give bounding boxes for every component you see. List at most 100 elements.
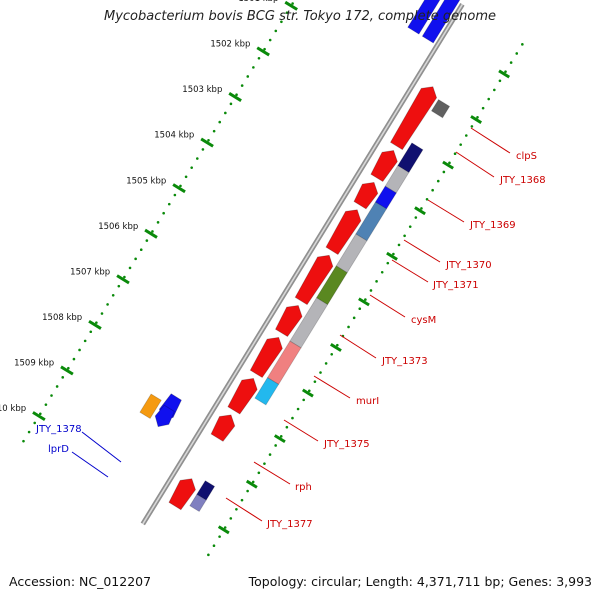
- label-layer: clpS JTY_1368 JTY_1369 JTY_1370 JTY_1371 cysM…: [35, 127, 546, 530]
- scale-dot-inner: [476, 115, 479, 119]
- scale-dot-outer: [123, 275, 126, 279]
- scale-dot-outer: [151, 230, 154, 233]
- scale-dot-outer: [274, 29, 278, 33]
- scale-dot-outer: [207, 139, 210, 142]
- gene-label: murI: [356, 396, 379, 407]
- scale-dot-outer: [179, 184, 182, 188]
- scale-dot-outer: [162, 211, 165, 215]
- scale-dot-outer: [83, 339, 87, 343]
- gene-leader-line: [470, 127, 511, 154]
- major-tick-inner: [330, 343, 342, 352]
- scale-dot-inner: [279, 435, 283, 438]
- scale-dot-inner: [408, 225, 412, 228]
- major-tick-inner: [301, 388, 314, 398]
- scale-dot-inner: [380, 270, 384, 274]
- scale-dot-outer: [134, 257, 137, 261]
- major-tick-inner: [386, 251, 398, 261]
- scale-dot-outer: [55, 385, 59, 388]
- scale-dot-outer: [128, 266, 132, 270]
- scale-dot-inner: [509, 61, 513, 64]
- gene-leader-line: [391, 259, 429, 283]
- scale-dot-inner: [229, 517, 233, 520]
- scale-dot-outer: [173, 193, 177, 197]
- scale-label: 1504 kbp: [154, 131, 194, 141]
- scale-dot-outer: [117, 284, 121, 288]
- scale-dot-outer: [156, 221, 160, 224]
- scale-dot-inner: [498, 79, 502, 83]
- scale-dot-outer: [106, 303, 109, 306]
- scale-dot-outer: [212, 129, 216, 133]
- scale-dot-outer: [218, 120, 222, 124]
- scale-dot-inner: [313, 380, 317, 383]
- major-tick: [60, 365, 74, 376]
- major-tick-inner: [414, 206, 426, 216]
- scale-dot-inner: [223, 526, 227, 529]
- scale-label: 1510 kbp: [0, 404, 26, 414]
- gene-feature-10: [254, 377, 280, 406]
- scale-dot-inner: [296, 407, 300, 411]
- scale-dot-outer: [50, 394, 53, 397]
- scale-dot-inner: [431, 188, 434, 192]
- scale-label: 1502 kbp: [210, 40, 250, 50]
- scale-dot-outer: [33, 421, 37, 425]
- accession-text: Accession: NC_012207: [9, 574, 152, 589]
- major-tick: [284, 0, 298, 11]
- scale-dot-inner: [369, 289, 373, 292]
- scale-dot-inner: [257, 471, 261, 475]
- scale-dot-inner: [330, 352, 334, 356]
- gene-leader-line-left: [81, 431, 122, 463]
- scale-dot-outer: [291, 2, 294, 5]
- scale-dot-inner: [392, 252, 395, 256]
- major-tick-inner: [217, 525, 230, 535]
- cds-arrow-6: [274, 305, 303, 338]
- gene-feature-lprD: [139, 393, 162, 420]
- scale-dot-inner: [459, 143, 462, 146]
- major-tick: [88, 319, 102, 330]
- gene-feature-1: [430, 99, 451, 119]
- scale-dot-inner: [263, 462, 266, 465]
- major-tick: [144, 228, 158, 239]
- cds-arrow-5: [294, 254, 334, 306]
- scale-dot-inner: [504, 70, 507, 73]
- scale-dot-inner: [291, 416, 294, 420]
- major-tick-inner: [470, 115, 482, 124]
- scale-dot-inner: [493, 88, 496, 92]
- gene-label: JTY_1369: [469, 220, 516, 231]
- gene-label: clpS: [516, 151, 537, 162]
- scale-dot-outer: [145, 239, 149, 242]
- scale-dot-inner: [285, 425, 289, 429]
- gene-feature-top-blue-1: [407, 0, 441, 35]
- gene-label: JTY_1377: [266, 519, 313, 530]
- backbone-highlight: [142, 3, 464, 525]
- gene-leader-line-left: [71, 451, 109, 478]
- scale-dot-inner: [453, 152, 457, 156]
- gene-leader-line: [455, 151, 495, 178]
- cds-arrow-2: [370, 150, 398, 183]
- scale-dot-outer: [95, 321, 98, 324]
- gene-label: JTY_1373: [381, 356, 428, 367]
- gene-leader-line: [339, 334, 377, 359]
- major-tick-inner: [498, 69, 511, 79]
- scale-dot-outer: [22, 439, 25, 443]
- scale-label: 1506 kbp: [98, 222, 138, 232]
- major-tick: [256, 46, 270, 57]
- cds-arrow-1: [389, 86, 438, 151]
- gene-feature-blue-left: [154, 404, 175, 428]
- gene-leader-line: [313, 375, 351, 399]
- gene-leader-line: [253, 461, 291, 485]
- major-tick: [172, 183, 186, 194]
- scale-dot-outer: [67, 366, 70, 370]
- scale-dot-outer: [280, 20, 283, 24]
- gene-leader-line: [403, 239, 441, 263]
- scale-dot-inner: [364, 298, 367, 301]
- major-tick: [116, 274, 130, 285]
- scale-dot-outer: [257, 56, 261, 60]
- scale-label: 1507 kbp: [70, 267, 110, 277]
- scale-dot-inner: [251, 480, 255, 484]
- scale-dot-inner: [235, 507, 238, 511]
- major-tick: [32, 411, 46, 422]
- scale-dot-outer: [27, 430, 31, 434]
- major-tick: [200, 137, 214, 148]
- scale-dot-inner: [448, 161, 451, 165]
